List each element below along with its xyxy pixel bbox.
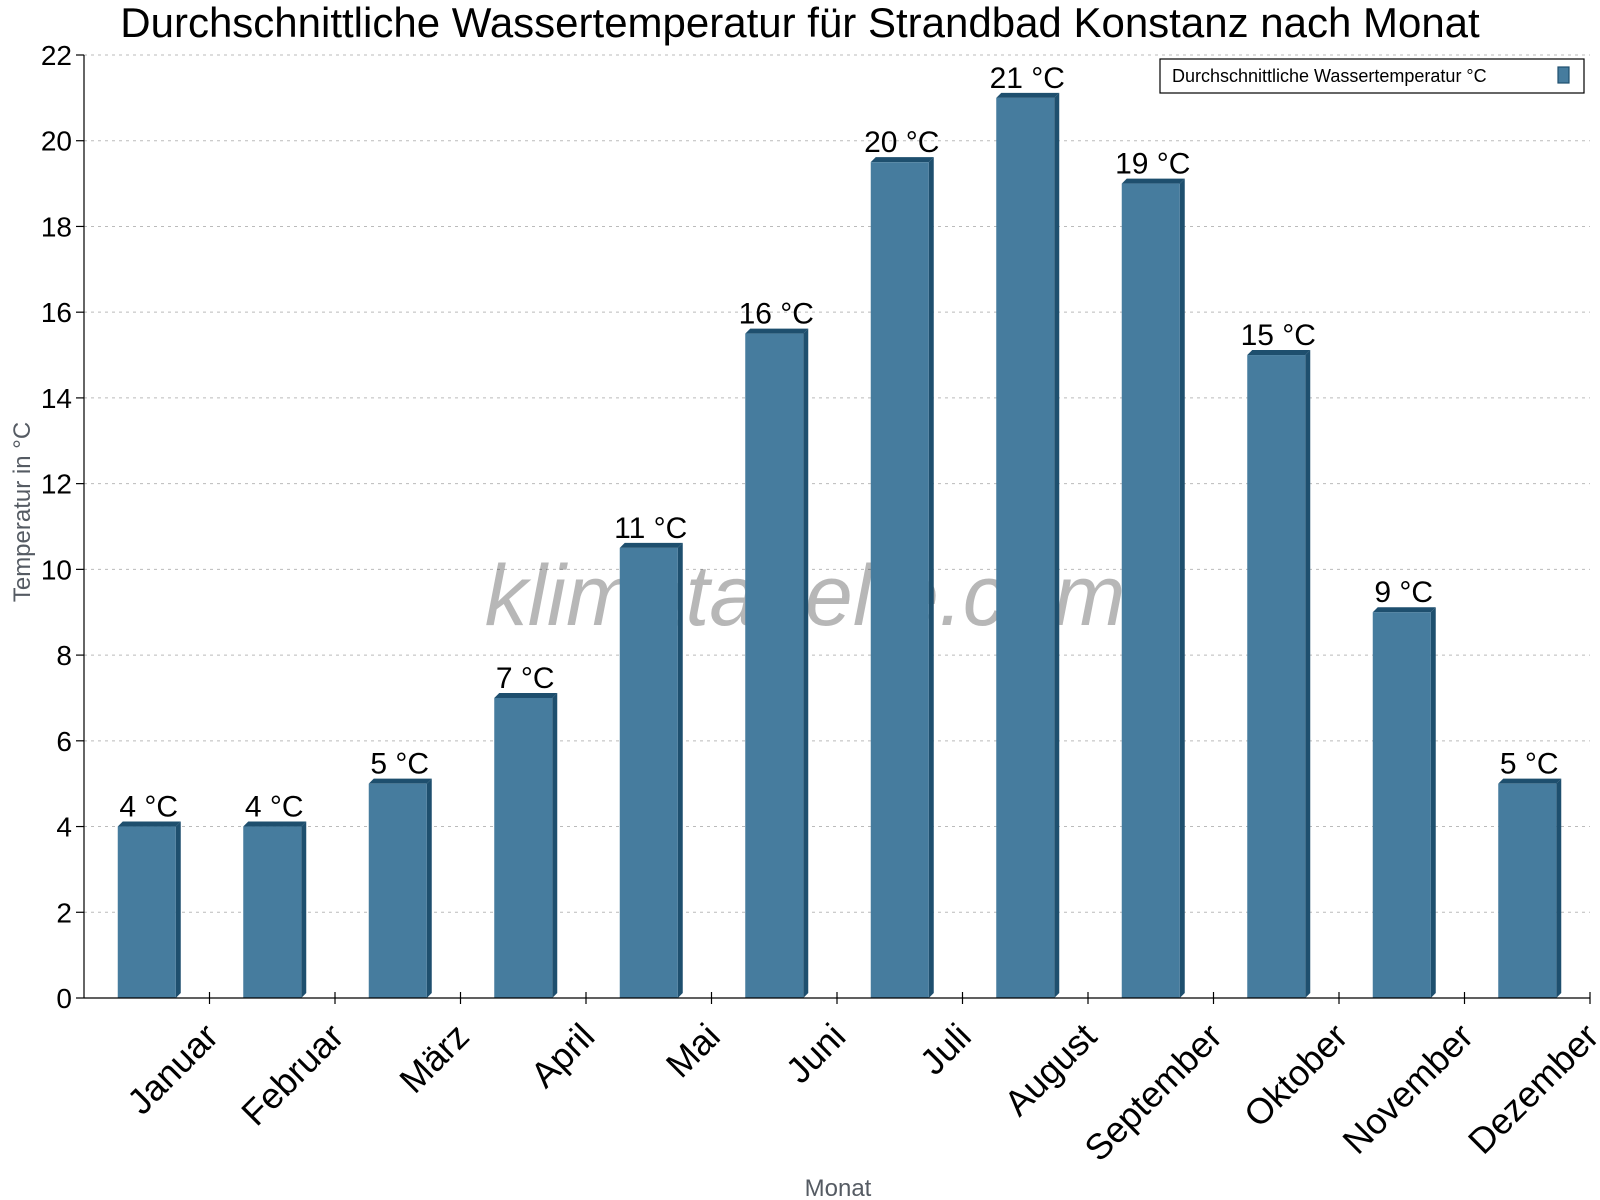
y-tick-label: 22	[41, 40, 72, 71]
x-tick-label: Juli	[912, 1015, 979, 1082]
data-label: 7 °C	[496, 662, 555, 695]
bar-top	[1372, 607, 1436, 613]
x-tick-label: Dezember	[1460, 1015, 1600, 1161]
axes	[83, 55, 1590, 999]
bar	[494, 692, 558, 998]
x-axis-label: Monat	[805, 1175, 872, 1200]
data-label: 20 °C	[864, 126, 939, 159]
bar-series: 4 °C 4 °C 5 °C 7 °C 11 °C 16 °C 20 °C 21 °C 19 °…	[117, 62, 1562, 999]
data-label: 16 °C	[739, 298, 814, 331]
bar-top	[117, 821, 181, 827]
data-label: 11 °C	[614, 512, 687, 545]
bar	[117, 821, 181, 998]
bar-side	[1305, 350, 1311, 999]
x-tick-label: Januar	[119, 1015, 226, 1122]
chart-title: Durchschnittliche Wassertemperatur für S…	[120, 0, 1480, 46]
bar-front	[996, 97, 1055, 998]
bar	[243, 821, 307, 998]
x-tick-label: Mai	[658, 1015, 728, 1085]
bar-side	[677, 542, 683, 998]
x-tick-label: August	[996, 1015, 1104, 1123]
bar	[1247, 350, 1311, 999]
data-label: 9 °C	[1374, 576, 1433, 609]
y-tick-label: 14	[41, 383, 72, 414]
bar-side	[426, 778, 432, 998]
bar-top	[745, 328, 809, 334]
legend-swatch	[1557, 66, 1570, 84]
data-label: 4 °C	[245, 791, 304, 824]
bar-side	[552, 692, 558, 998]
y-axis-ticks: 0 2 4 6 8 10 12 14 16 18 20 22	[41, 40, 84, 1014]
bar-top	[368, 778, 432, 784]
bar	[619, 542, 683, 998]
bar-side	[175, 821, 181, 998]
x-tick-label: März	[391, 1015, 477, 1101]
legend-box	[1159, 58, 1585, 94]
y-tick-label: 8	[56, 640, 72, 671]
bar-front	[1372, 612, 1431, 998]
y-tick-label: 16	[41, 297, 72, 328]
legend-label: Durchschnittliche Wassertemperatur °C	[1172, 66, 1487, 86]
data-label: 21 °C	[990, 62, 1065, 95]
bar	[1498, 778, 1562, 998]
bar	[870, 157, 934, 999]
bar-top	[619, 542, 683, 548]
bar-top	[1121, 178, 1185, 184]
bar-side	[928, 157, 934, 999]
y-axis-label: Temperatur in °C	[9, 422, 36, 602]
y-tick-label: 12	[41, 469, 72, 500]
bar-front	[368, 783, 427, 998]
bar-front	[619, 547, 678, 998]
x-tick-label: Februar	[233, 1015, 351, 1133]
bar	[1121, 178, 1185, 998]
bar-top	[870, 157, 934, 163]
data-label: 19 °C	[1115, 148, 1190, 181]
bar-front	[494, 697, 553, 998]
bar-side	[1054, 92, 1060, 998]
bar-front	[117, 826, 176, 998]
bar	[996, 92, 1060, 998]
bar-front	[870, 162, 929, 999]
bar-side	[1179, 178, 1185, 998]
data-label: 4 °C	[119, 791, 178, 824]
bar-side	[803, 328, 809, 998]
data-label: 5 °C	[370, 748, 429, 781]
bar	[745, 328, 809, 998]
x-tick-label: September	[1076, 1015, 1230, 1169]
chart-legend: Durchschnittliche Wassertemperatur °C	[1159, 58, 1585, 94]
data-label: 5 °C	[1500, 748, 1559, 781]
bar-top	[1498, 778, 1562, 784]
bar-top	[243, 821, 307, 827]
x-tick-label: Oktober	[1236, 1015, 1356, 1135]
bar-top	[1247, 350, 1311, 356]
x-tick-label: Juni	[778, 1015, 854, 1091]
bar-front	[243, 826, 302, 998]
bar	[1372, 607, 1436, 998]
y-tick-label: 0	[56, 983, 72, 1014]
x-tick-label: November	[1334, 1015, 1480, 1161]
bar-side	[301, 821, 307, 998]
bar-top	[996, 92, 1060, 98]
bar-front	[1121, 183, 1180, 998]
y-tick-label: 2	[56, 897, 72, 928]
bar-side	[1430, 607, 1436, 998]
bar-front	[1498, 783, 1557, 998]
y-tick-label: 4	[56, 812, 72, 843]
y-tick-label: 10	[41, 554, 72, 585]
y-tick-label: 18	[41, 211, 72, 242]
bar	[368, 778, 432, 998]
grid-lines	[84, 54, 1590, 913]
bar-front	[745, 333, 804, 998]
x-axis-ticks: Januar Februar März April Mai Juni Juli AugustS…	[119, 992, 1600, 1169]
y-tick-label: 6	[56, 726, 72, 757]
bar-front	[1247, 355, 1306, 999]
y-tick-label: 20	[41, 126, 72, 157]
bar-top	[494, 692, 558, 698]
x-tick-label: April	[522, 1015, 602, 1095]
data-label: 15 °C	[1241, 319, 1316, 352]
bar-side	[1556, 778, 1562, 998]
